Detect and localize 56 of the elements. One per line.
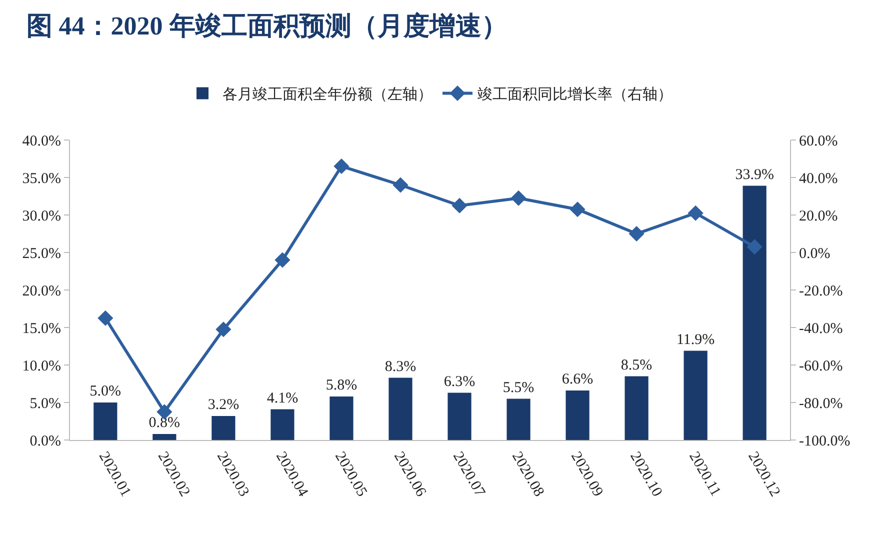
y-tick-label: 30.0% xyxy=(22,208,61,224)
data-label: 11.9% xyxy=(676,332,715,348)
data-label: 5.0% xyxy=(90,384,122,400)
bar xyxy=(330,396,354,440)
point xyxy=(216,322,232,338)
data-label: 6.6% xyxy=(562,372,594,388)
data-label: 5.5% xyxy=(502,380,534,396)
bar xyxy=(506,398,530,440)
point xyxy=(628,226,644,242)
y2-tick-label: -80.0% xyxy=(799,396,843,412)
legend-label: 竣工面积同比增长率（右轴） xyxy=(478,86,672,104)
bar xyxy=(270,409,294,440)
y-tick-label: 15.0% xyxy=(22,320,61,337)
bar xyxy=(566,390,590,440)
point xyxy=(392,177,408,193)
data-label: 6.3% xyxy=(444,374,476,390)
bar xyxy=(212,416,236,440)
point xyxy=(688,205,704,221)
y2-tick-label: 0.0% xyxy=(799,246,830,262)
data-label: 4.1% xyxy=(266,390,298,406)
point xyxy=(274,252,290,268)
bar xyxy=(448,392,472,440)
bar xyxy=(94,402,118,440)
y-tick-label: 5.0% xyxy=(30,396,61,412)
data-label: 5.8% xyxy=(326,378,358,394)
y-tick-label: 25.0% xyxy=(22,246,61,262)
bar xyxy=(684,350,708,440)
y-tick-label: 10.0% xyxy=(22,358,61,374)
y2-tick-label: 40.0% xyxy=(799,170,838,187)
data-label: 3.2% xyxy=(208,397,240,413)
point xyxy=(510,190,526,206)
bar xyxy=(742,186,766,440)
y2-tick-label: 60.0% xyxy=(799,133,838,150)
point xyxy=(334,158,350,174)
y-tick-label: 40.0% xyxy=(22,133,61,150)
data-label: 8.3% xyxy=(384,358,416,375)
legend-label: 各月竣工面积全年份额（左轴） xyxy=(222,86,432,104)
point xyxy=(98,310,114,326)
chart-title: 图 44：2020 年竣工面积预测（月度增速） xyxy=(26,11,508,40)
bar xyxy=(388,378,412,440)
bar xyxy=(152,434,176,440)
y2-tick-label: -20.0% xyxy=(799,283,843,300)
point xyxy=(746,239,762,255)
point xyxy=(452,198,468,214)
y2-tick-label: -100.0% xyxy=(799,433,850,450)
y2-tick-label: -40.0% xyxy=(799,320,843,337)
y-tick-label: 0.0% xyxy=(30,433,61,450)
point xyxy=(570,202,586,218)
y-tick-label: 20.0% xyxy=(22,283,61,300)
y-tick-label: 35.0% xyxy=(22,170,61,187)
bar xyxy=(624,376,648,440)
y2-tick-label: -60.0% xyxy=(799,358,843,374)
data-label: 33.9% xyxy=(735,166,774,183)
data-label: 0.8% xyxy=(148,415,180,431)
y2-tick-label: 20.0% xyxy=(799,208,838,224)
data-label: 8.5% xyxy=(620,357,652,374)
